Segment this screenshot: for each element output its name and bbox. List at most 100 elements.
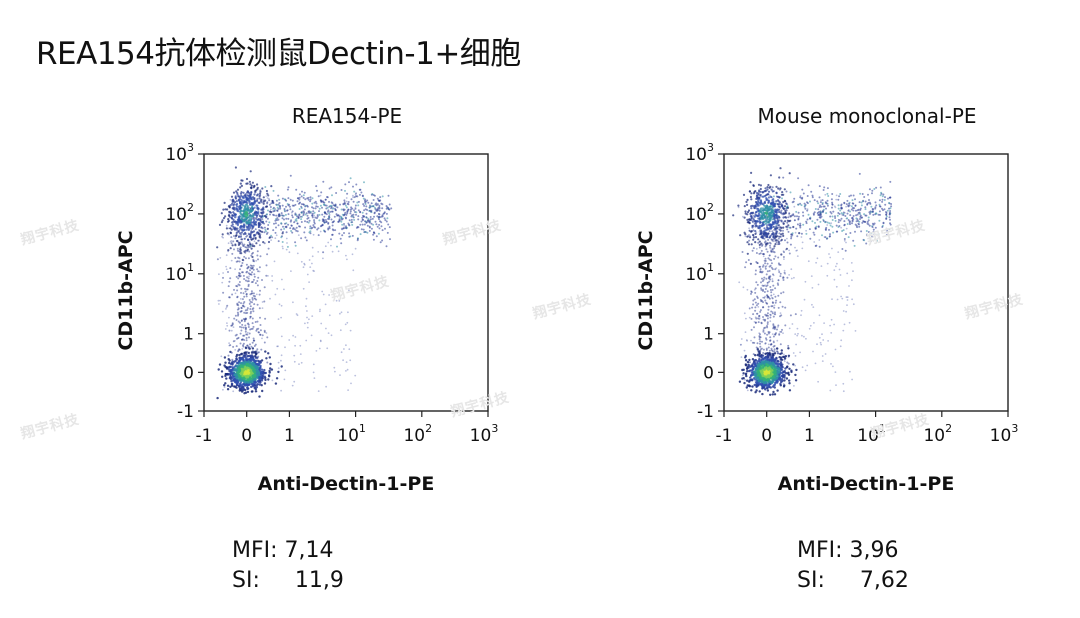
scatter-point bbox=[816, 257, 819, 260]
scatter-point bbox=[234, 359, 237, 363]
scatter-point bbox=[772, 324, 775, 327]
scatter-point bbox=[246, 355, 249, 358]
scatter-point bbox=[331, 233, 334, 236]
scatter-point bbox=[800, 232, 803, 235]
scatter-point bbox=[270, 239, 272, 242]
scatter-point bbox=[229, 344, 232, 347]
scatter-point bbox=[324, 245, 327, 248]
scatter-point bbox=[794, 364, 796, 367]
scatter-point bbox=[372, 199, 375, 201]
scatter-point bbox=[291, 210, 294, 213]
scatter-point bbox=[352, 185, 354, 188]
scatter-point bbox=[220, 355, 223, 358]
scatter-point bbox=[746, 211, 750, 214]
scatter-point bbox=[814, 208, 817, 210]
scatter-point bbox=[860, 230, 863, 233]
scatter-point bbox=[306, 326, 309, 329]
scatter-point bbox=[795, 210, 798, 213]
scatter-point bbox=[235, 275, 238, 278]
scatter-point bbox=[248, 302, 251, 305]
scatter-point bbox=[879, 213, 881, 216]
scatter-point bbox=[258, 395, 261, 398]
scatter-point bbox=[243, 320, 246, 323]
scatter-point bbox=[257, 211, 260, 214]
scatter-point bbox=[386, 217, 389, 220]
scatter-point bbox=[300, 260, 303, 263]
scatter-point bbox=[280, 359, 282, 362]
scatter-point bbox=[768, 254, 771, 257]
scatter-point bbox=[768, 297, 771, 300]
scatter-point bbox=[298, 225, 300, 228]
scatter-point bbox=[777, 324, 780, 327]
scatter-point bbox=[744, 373, 748, 376]
scatter-point bbox=[767, 212, 770, 215]
scatter-point bbox=[232, 340, 235, 343]
scatter-point bbox=[255, 242, 258, 245]
scatter-point bbox=[772, 315, 775, 318]
scatter-point bbox=[836, 262, 838, 265]
scatter-point bbox=[221, 235, 223, 238]
scatter-point bbox=[281, 278, 283, 281]
scatter-point bbox=[269, 297, 271, 300]
scatter-point bbox=[328, 200, 330, 203]
scatter-point bbox=[851, 222, 853, 225]
scatter-point bbox=[239, 372, 243, 375]
scatter-point bbox=[376, 215, 379, 218]
scatter-point bbox=[326, 347, 329, 350]
scatter-point bbox=[258, 266, 261, 269]
scatter-point bbox=[865, 230, 868, 232]
scatter-point bbox=[235, 386, 238, 389]
scatter-point bbox=[815, 225, 818, 228]
scatter-point bbox=[868, 199, 870, 201]
scatter-point bbox=[828, 235, 831, 238]
scatter-point bbox=[822, 339, 825, 341]
scatter-point bbox=[250, 273, 253, 276]
scatter-point bbox=[767, 193, 770, 196]
scatter-point bbox=[237, 274, 240, 277]
scatter-point bbox=[760, 224, 764, 228]
scatter-point bbox=[239, 186, 242, 189]
scatter-point bbox=[246, 390, 250, 394]
scatter-point bbox=[352, 269, 355, 272]
scatter-point bbox=[242, 386, 245, 389]
scatter-point bbox=[276, 204, 278, 206]
scatter-point bbox=[249, 315, 252, 318]
scatter-point bbox=[249, 300, 252, 303]
scatter-point bbox=[309, 196, 312, 199]
scatter-point bbox=[287, 186, 290, 189]
scatter-point bbox=[872, 230, 875, 233]
scatter-point bbox=[235, 231, 238, 235]
scatter-point bbox=[783, 251, 785, 254]
scatter-point bbox=[233, 368, 236, 371]
scatter-point bbox=[227, 249, 230, 252]
scatter-point bbox=[777, 205, 780, 208]
scatter-point bbox=[759, 340, 762, 343]
scatter-point bbox=[229, 198, 232, 201]
scatter-point bbox=[252, 278, 255, 281]
scatter-point bbox=[234, 220, 237, 223]
scatter-point bbox=[232, 225, 235, 228]
scatter-point bbox=[266, 192, 269, 195]
scatter-point bbox=[343, 232, 345, 234]
scatter-point bbox=[260, 348, 263, 351]
scatter-point bbox=[277, 214, 280, 217]
scatter-point bbox=[746, 252, 749, 255]
scatter-point bbox=[249, 236, 252, 239]
scatter-point bbox=[771, 186, 774, 189]
scatter-point bbox=[889, 180, 892, 183]
scatter-point bbox=[773, 247, 775, 250]
scatter-point bbox=[809, 324, 812, 327]
scatter-point bbox=[754, 306, 757, 309]
scatter-point bbox=[261, 334, 264, 337]
scatter-point bbox=[770, 259, 773, 262]
scatter-point bbox=[771, 280, 774, 283]
scatter-point bbox=[234, 292, 237, 295]
scatter-point bbox=[787, 347, 790, 350]
scatter-point bbox=[250, 345, 253, 348]
scatter-point bbox=[313, 270, 315, 272]
scatter-point bbox=[763, 296, 766, 299]
scatter-point bbox=[246, 381, 249, 384]
scatter-point bbox=[831, 298, 833, 301]
scatter-point bbox=[234, 268, 236, 271]
scatter-point bbox=[255, 211, 258, 214]
